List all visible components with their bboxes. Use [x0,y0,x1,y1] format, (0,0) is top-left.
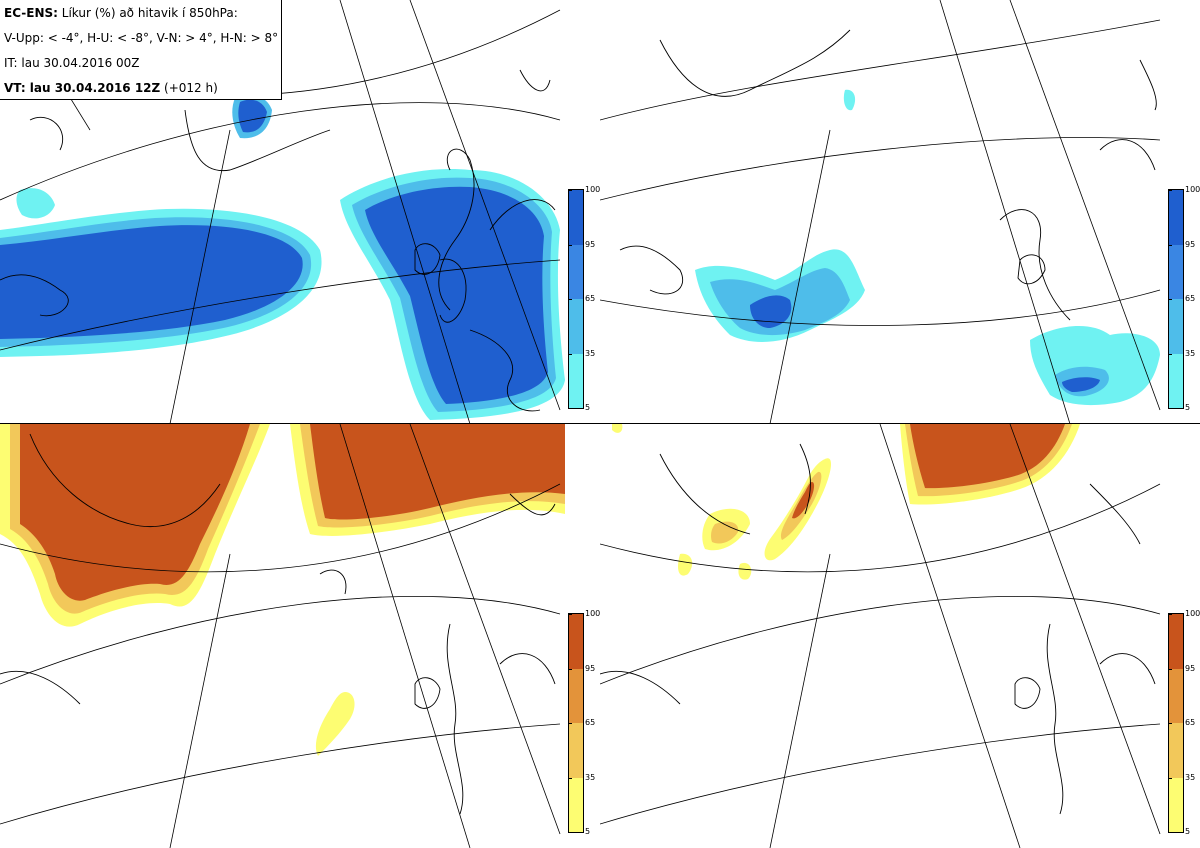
colorbar-warm-segment [1169,614,1183,669]
colorbar-warm-tickmark [1168,777,1172,779]
colorbar-cold-tick-label: 100 [1185,185,1200,194]
coastlines [0,69,556,412]
colorbar-cold-tick-label: 35 [1185,348,1196,358]
cold-prob-area-greenland [16,94,272,219]
cold-prob-area-europe [340,169,565,420]
colorbar-cold-segment [569,244,583,299]
coastlines [619,29,1157,321]
colorbar-warm-segment [569,723,583,778]
colorbar-cold-tickmark [1168,408,1172,409]
colorbar-warm-tickmark [1168,832,1172,833]
model-name: EC-ENS: [4,6,58,20]
colorbar-cold-segment [1169,190,1183,245]
colorbar-warm-v-n: 100 95 65 35 5 [568,609,600,836]
cold-prob-area-atlantic [0,208,322,357]
lead-time: (+012 h) [164,81,218,95]
colorbar-cold-tickmark [568,190,572,191]
colorbar-cold-tick-label: 100 [585,185,601,194]
colorbar-cold-tickmark [1168,244,1172,246]
warm-prob-area-small [315,692,355,756]
colorbar-cold-tickmark [568,244,572,246]
product-title: Líkur (%) að hitavik í 850hPa: [61,6,238,20]
colorbar-warm-tickmark [1168,668,1172,670]
colorbar-warm-tickmark [568,777,572,779]
colorbar-cold-v-upp: 100 95 65 35 5 [568,185,600,412]
colorbar-cold-tick-label: 65 [1185,294,1196,303]
map-h-n [600,424,1161,848]
colorbar-cold-tickmark [568,353,572,355]
colorbar-warm-tickmark [568,832,572,833]
colorbar-cold-tickmark [568,299,572,300]
colorbar-warm-tick-label: 5 [585,827,591,836]
colorbar-cold-tick-label: 95 [585,239,596,249]
colorbar-cold-segment [1169,299,1183,354]
colorbar-cold-tick-label: 5 [585,403,591,412]
colorbar-warm-segment [569,614,583,669]
coastlines [0,433,556,815]
colorbar-cold-tick-label: 65 [585,294,596,303]
colorbar-cold-segment [569,353,583,408]
cold-prob-area-atlantic [695,89,865,342]
panel-divider [0,423,1200,424]
graticule [600,424,1161,848]
colorbar-cold-segment [569,190,583,245]
colorbar-warm-tick-label: 95 [1185,663,1196,673]
colorbar-warm-tickmark [1168,614,1172,615]
map-v-n [0,424,565,848]
map-h-u [600,0,1161,424]
map-panel-v-upp: EC-ENS: Líkur (%) að hitavik í 850hPa: V… [0,0,600,424]
colorbar-warm-tickmark [568,668,572,670]
valid-time: VT: lau 30.04.2016 12Z [4,81,161,95]
colorbar-warm-tickmark [568,614,572,615]
map-panel-h-u [600,0,1200,424]
colorbar-warm-segment [1169,668,1183,723]
colorbar-warm-segment [569,777,583,832]
coastlines [600,443,1156,815]
colorbar-warm-segment [1169,777,1183,832]
colorbar-cold-segment [1169,244,1183,299]
colorbar-warm-tick-label: 65 [585,718,596,727]
colorbar-cold-tickmark [568,408,572,409]
colorbar-warm-tick-label: 35 [1185,772,1196,782]
map-panel-v-n [0,424,600,848]
colorbar-warm-tick-label: 5 [1185,827,1191,836]
colorbar-warm-tick-label: 35 [585,772,596,782]
colorbar-cold-tickmark [1168,190,1172,191]
map-panel-h-n [600,424,1200,848]
colorbar-warm-h-n: 100 95 65 35 5 [1168,609,1200,836]
colorbar-cold-tickmark [1168,299,1172,300]
colorbar-cold-tick-label: 5 [1185,403,1191,412]
valid-time-line: VT: lau 30.04.2016 12Z (+012 h) [4,81,218,95]
colorbar-warm-tickmark [568,723,572,724]
warm-prob-area-north [900,424,1080,505]
colorbar-warm-tick-label: 95 [585,663,596,673]
colorbar-cold-tickmark [1168,353,1172,355]
init-time: IT: lau 30.04.2016 00Z [4,56,140,70]
colorbar-warm-segment [569,668,583,723]
map-v-upp [0,0,565,424]
cold-prob-area-east [1030,325,1160,406]
warm-prob-area-north [290,424,565,536]
colorbar-warm-tick-label: 100 [585,609,601,618]
title-line: EC-ENS: Líkur (%) að hitavik í 850hPa: [4,6,238,20]
graticule [600,0,1161,424]
colorbar-cold-tick-label: 35 [585,348,596,358]
warm-prob-area-greenland [612,424,832,580]
info-box: EC-ENS: Líkur (%) að hitavik í 850hPa: V… [0,0,282,100]
colorbar-warm-tick-label: 100 [1185,609,1200,618]
colorbar-cold-segment [569,299,583,354]
graticule [0,424,561,848]
colorbar-warm-tick-label: 65 [1185,718,1196,727]
colorbar-warm-tickmark [1168,723,1172,724]
colorbar-cold-segment [1169,353,1183,408]
colorbar-warm-segment [1169,723,1183,778]
legend-line: V-Upp: < -4°, H-U: < -8°, V-N: > 4°, H-N… [4,31,279,45]
colorbar-cold-h-u: 100 95 65 35 5 [1168,185,1200,412]
colorbar-cold-tick-label: 95 [1185,239,1196,249]
